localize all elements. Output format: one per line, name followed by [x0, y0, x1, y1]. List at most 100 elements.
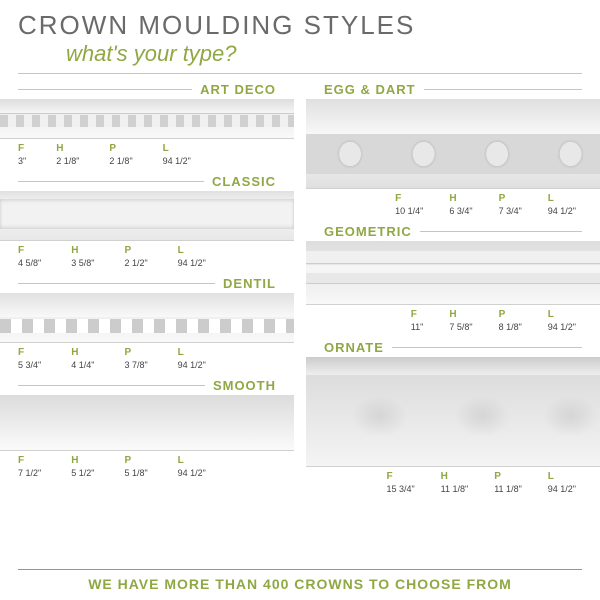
- label-line: [18, 385, 205, 386]
- dimension: P 2 1/8": [109, 143, 132, 166]
- moulding-graphic: [306, 357, 600, 467]
- dim-value: 3 5/8": [71, 258, 94, 268]
- moulding-graphic: [306, 241, 600, 305]
- dim-header: F: [18, 347, 25, 358]
- style-label-row: EGG & DART: [306, 82, 600, 97]
- dim-value: 4 5/8": [18, 258, 41, 268]
- dim-header: H: [449, 193, 457, 204]
- dim-header: L: [178, 347, 185, 358]
- moulding-graphic: [0, 395, 294, 451]
- page-title: CROWN MOULDING STYLES: [18, 10, 582, 41]
- style-name: GEOMETRIC: [324, 224, 420, 239]
- style-label-row: SMOOTH: [0, 378, 294, 393]
- dim-header: H: [71, 245, 79, 256]
- dimension: P 11 1/8": [494, 471, 522, 494]
- footer-divider: [18, 569, 582, 570]
- dimension: H 4 1/4": [71, 347, 94, 370]
- dimension: F 5 3/4": [18, 347, 41, 370]
- dim-value: 4 1/4": [71, 360, 94, 370]
- dim-header: L: [178, 245, 185, 256]
- dimension: H2 1/8": [56, 143, 79, 166]
- dim-value: 94 1/2": [548, 322, 576, 332]
- dimension: H5 1/2": [71, 455, 94, 478]
- divider: [18, 73, 582, 74]
- dim-value: 94 1/2": [163, 156, 191, 166]
- style-name: SMOOTH: [205, 378, 276, 393]
- content-columns: ART DECOF3"H2 1/8"P2 1/8"L94 1/2"CLASSIC…: [0, 80, 600, 502]
- dim-header: L: [548, 309, 555, 320]
- dim-header: P: [494, 471, 502, 482]
- dim-value: 7 1/2": [18, 468, 41, 478]
- dim-value: 7 5/8": [449, 322, 472, 332]
- moulding-item: ORNATE F 15 3/4" H11 1/8" P 11 1/8" L 94 1/2": [306, 340, 600, 498]
- style-name: ORNATE: [324, 340, 392, 355]
- moulding-item: CLASSIC F 4 5/8" H 3 5/8" P 2 1/2" L 94 1/2": [0, 174, 294, 272]
- dim-header: F: [18, 143, 25, 154]
- dimension: P8 1/8": [499, 309, 522, 332]
- dimension: P3 7/8": [124, 347, 147, 370]
- dim-value: 94 1/2": [548, 484, 576, 494]
- dimension: F10 1/4": [395, 193, 423, 216]
- dimensions-row: F 15 3/4" H11 1/8" P 11 1/8" L 94 1/2": [306, 467, 600, 498]
- dimensions-row: F10 1/4" H 6 3/4" P7 3/4" L94 1/2": [306, 189, 600, 220]
- dim-value: 2 1/8": [109, 156, 132, 166]
- dim-header: P: [124, 455, 132, 466]
- footer-text: WE HAVE MORE THAN 400 CROWNS TO CHOOSE F…: [0, 576, 600, 592]
- moulding-graphic: [0, 99, 294, 139]
- dimension: H 3 5/8": [71, 245, 94, 268]
- dim-header: P: [124, 347, 132, 358]
- dim-value: 15 3/4": [386, 484, 414, 494]
- dimension: P 2 1/2": [124, 245, 147, 268]
- dim-value: 94 1/2": [548, 206, 576, 216]
- dim-header: F: [386, 471, 393, 482]
- dim-value: 94 1/2": [178, 258, 206, 268]
- dimension: P 5 1/8": [124, 455, 147, 478]
- dim-header: P: [109, 143, 117, 154]
- dim-value: 94 1/2": [178, 360, 206, 370]
- footer: WE HAVE MORE THAN 400 CROWNS TO CHOOSE F…: [0, 561, 600, 600]
- dim-header: H: [71, 455, 79, 466]
- moulding-item: DENTIL F 5 3/4" H 4 1/4" P3 7/8" L 94 1/2": [0, 276, 294, 374]
- dim-value: 11 1/8": [441, 484, 469, 494]
- dimension: H7 5/8": [449, 309, 472, 332]
- dimension: L 94 1/2": [163, 143, 191, 166]
- style-label-row: CLASSIC: [0, 174, 294, 189]
- moulding-graphic: [306, 99, 600, 189]
- moulding-item: EGG & DART F10 1/4" H 6 3/4" P7 3/4" L94 1/2": [306, 82, 600, 220]
- style-label-row: DENTIL: [0, 276, 294, 291]
- dim-header: F: [411, 309, 418, 320]
- dim-header: P: [124, 245, 132, 256]
- dim-value: 6 3/4": [449, 206, 472, 216]
- dimension: L94 1/2": [178, 455, 206, 478]
- style-label-row: ORNATE: [306, 340, 600, 355]
- dimension: L 94 1/2": [178, 245, 206, 268]
- dim-value: 2 1/8": [56, 156, 79, 166]
- dimension: L 94 1/2": [548, 471, 576, 494]
- dimension: H 6 3/4": [449, 193, 472, 216]
- dimension: L 94 1/2": [548, 309, 576, 332]
- label-line: [392, 347, 582, 348]
- style-name: ART DECO: [192, 82, 276, 97]
- label-line: [18, 283, 215, 284]
- dimension: L94 1/2": [548, 193, 576, 216]
- dim-header: P: [499, 193, 507, 204]
- dim-header: L: [163, 143, 170, 154]
- right-column: EGG & DARTF10 1/4"H6 3/4"P7 3/4"L94 1/2"…: [300, 80, 600, 502]
- moulding-graphic: [0, 293, 294, 343]
- dim-header: L: [548, 471, 555, 482]
- label-line: [424, 89, 582, 90]
- dim-value: 11 1/8": [494, 484, 522, 494]
- dim-value: 5 3/4": [18, 360, 41, 370]
- dim-value: 5 1/8": [124, 468, 147, 478]
- dim-header: H: [71, 347, 79, 358]
- dimension: F 4 5/8": [18, 245, 41, 268]
- dim-value: 2 1/2": [124, 258, 147, 268]
- label-line: [18, 181, 204, 182]
- dimensions-row: F11"H7 5/8"P8 1/8"L94 1/2": [306, 305, 600, 336]
- style-name: EGG & DART: [324, 82, 424, 97]
- dim-header: F: [18, 245, 25, 256]
- dimension: H11 1/8": [441, 471, 469, 494]
- dimension: P7 3/4": [499, 193, 522, 216]
- dim-value: 10 1/4": [395, 206, 423, 216]
- page-subtitle: what's your type?: [66, 41, 582, 67]
